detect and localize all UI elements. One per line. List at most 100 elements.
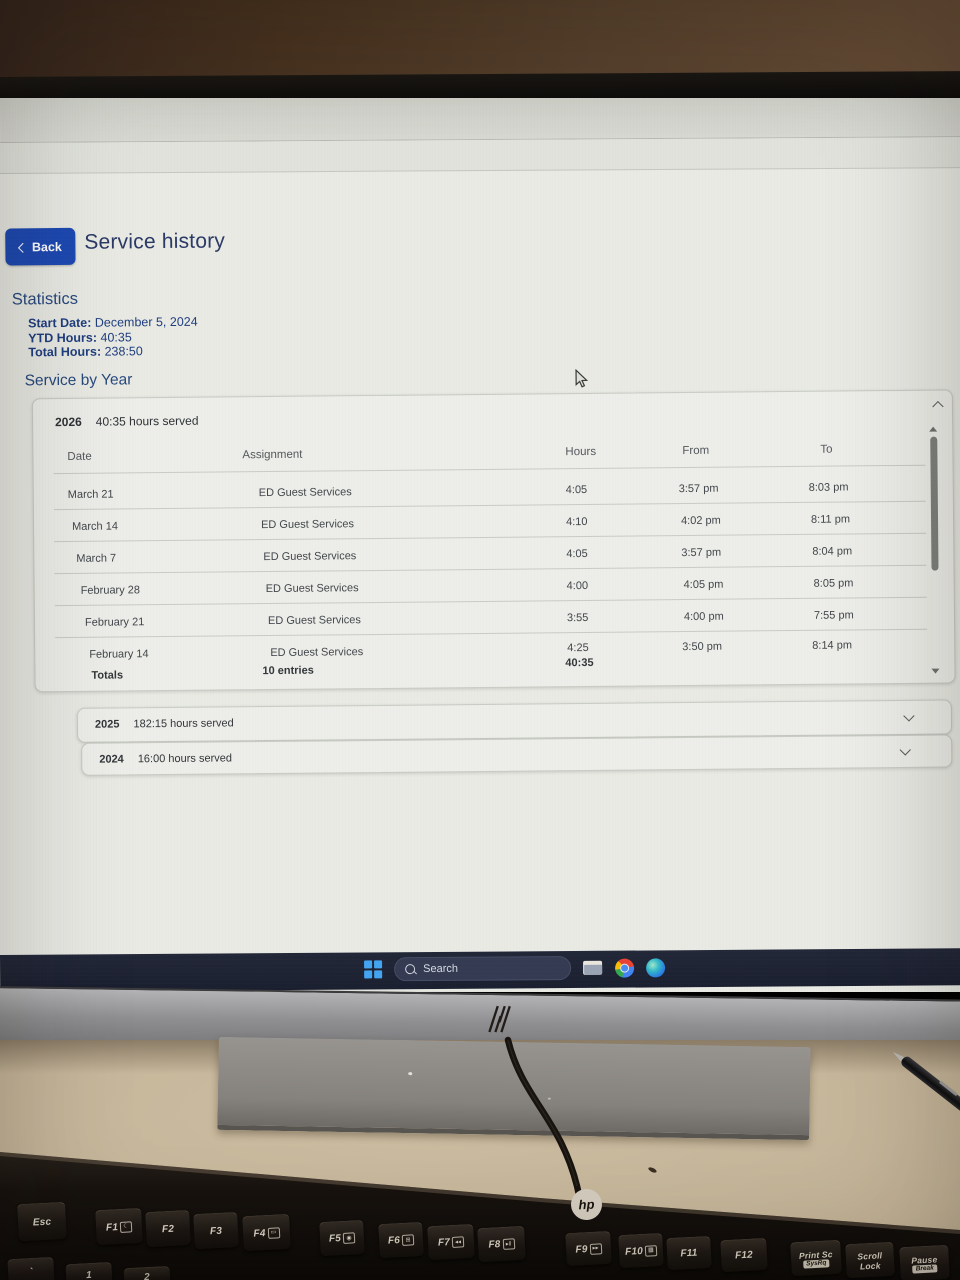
year-2024-panel[interactable]: 2024 16:00 hours served xyxy=(81,734,953,776)
hp-keyboard-logo-text: hp xyxy=(578,1196,595,1213)
cell-from: 4:00 pm xyxy=(683,610,724,624)
hp-logo-icon xyxy=(488,1005,511,1033)
key-label: F7 xyxy=(437,1237,451,1249)
back-button-label: Back xyxy=(31,239,62,254)
cell-date: February 14 xyxy=(89,648,149,661)
cell-date: February 21 xyxy=(84,616,145,629)
cell-hours: 4:00 xyxy=(566,579,589,593)
cell-hours: 4:25 xyxy=(567,641,589,655)
cell-from: 3:57 pm xyxy=(678,482,719,496)
taskbar-search[interactable]: Search xyxy=(394,956,572,982)
row-divider xyxy=(55,628,928,639)
expand-2024-chevron-down-icon[interactable] xyxy=(899,744,911,756)
year-2026-header[interactable]: 2026 40:35 hours served xyxy=(55,414,199,429)
year-2026-summary: 40:35 hours served xyxy=(95,413,199,429)
edge-icon[interactable] xyxy=(646,957,666,977)
stat-total-hours: Total Hours: 238:50 xyxy=(28,344,143,359)
key-esc: Esc xyxy=(17,1201,67,1242)
windows-start-button[interactable] xyxy=(364,960,382,978)
collapse-2026-chevron-up-icon[interactable] xyxy=(932,400,944,413)
table-row: March 14 ED Guest Services 4:10 4:02 pm … xyxy=(33,390,952,532)
display-icon: ▭ xyxy=(267,1226,280,1239)
year-2024-summary: 16:00 hours served xyxy=(137,752,233,766)
folder-front xyxy=(584,964,603,975)
table-row: February 14 ED Guest Services 4:25 3:50 … xyxy=(33,390,952,660)
scroll-down-arrow-icon[interactable] xyxy=(931,668,940,674)
cell-date: March 14 xyxy=(72,520,118,533)
cell-date: March 21 xyxy=(67,488,114,501)
next-track-icon: ▸▸ xyxy=(589,1242,602,1255)
key-pause-break: Pause Break xyxy=(899,1244,950,1280)
mute-icon: ▦ xyxy=(644,1244,658,1257)
stat-start-date-label: Start Date: xyxy=(28,315,92,331)
key-f10: F10 ▦ xyxy=(618,1232,664,1269)
key-label: F2 xyxy=(161,1223,175,1235)
totals-entries: 10 entries xyxy=(262,664,314,678)
year-2024-label: 2024 xyxy=(99,753,124,766)
table-divider xyxy=(53,464,926,475)
year-2026-panel: 2026 40:35 hours served Date Assignment H… xyxy=(31,389,956,693)
key-f2: F2 xyxy=(145,1209,191,1248)
cell-from: 3:50 pm xyxy=(682,640,723,654)
table-totals-row: Totals 10 entries 40:35 xyxy=(33,390,952,682)
cell-hours: 4:05 xyxy=(566,547,588,561)
expand-2025-chevron-down-icon[interactable] xyxy=(903,710,915,722)
file-explorer-icon[interactable] xyxy=(583,960,603,977)
cell-assignment: ED Guest Services xyxy=(267,614,361,628)
key-label: 1 xyxy=(85,1269,93,1280)
stat-ytd-value: 40:35 xyxy=(100,330,132,345)
key-label: F4 xyxy=(253,1227,266,1240)
cell-from: 4:02 pm xyxy=(680,514,721,528)
page-title: Service history xyxy=(84,229,226,254)
key-label: F10 xyxy=(624,1245,644,1258)
stat-start-date: Start Date: December 5, 2024 xyxy=(28,315,198,331)
cell-to: 8:11 pm xyxy=(810,513,851,526)
service-history-page: Back Service history Statistics Start Da… xyxy=(0,98,960,963)
cell-assignment: ED Guest Services xyxy=(263,550,357,564)
column-header-date: Date xyxy=(67,450,92,463)
key-label: F5 xyxy=(328,1233,342,1245)
cell-hours: 3:55 xyxy=(566,611,589,625)
totals-hours: 40:35 xyxy=(565,656,594,670)
record-icon: ◉ xyxy=(342,1232,356,1244)
key-f1: F1 ☾ xyxy=(95,1207,143,1246)
prev-track-icon: ◂◂ xyxy=(451,1236,465,1248)
table-row: February 21 ED Guest Services 3:55 4:00 … xyxy=(33,390,952,628)
table-row: March 7 ED Guest Services 4:05 3:57 pm 8… xyxy=(33,390,952,564)
key-f12: F12 xyxy=(720,1237,768,1273)
column-header-assignment: Assignment xyxy=(242,448,303,462)
key-1: 1 xyxy=(65,1261,113,1280)
key-label: F6 xyxy=(387,1235,401,1247)
backlight-icon: ⊞ xyxy=(401,1234,415,1246)
totals-label: Totals xyxy=(91,669,124,682)
monitor-bottom-bezel xyxy=(0,986,960,1064)
key-f3: F3 xyxy=(193,1211,239,1250)
monitor-screen: Back Service history Statistics Start Da… xyxy=(0,98,960,992)
cell-to: 7:55 pm xyxy=(813,609,854,622)
key-label: 2 xyxy=(143,1271,151,1280)
cell-assignment: ED Guest Services xyxy=(270,646,364,660)
column-header-to: To xyxy=(820,443,833,456)
row-divider xyxy=(54,564,927,575)
scrollbar-thumb[interactable] xyxy=(930,436,939,571)
key-label: F3 xyxy=(209,1225,223,1237)
row-divider xyxy=(54,532,927,543)
key-sublabel: Break xyxy=(912,1263,938,1274)
key-label: ` xyxy=(28,1266,34,1278)
service-by-year-heading: Service by Year xyxy=(24,371,133,390)
stat-total-label: Total Hours: xyxy=(28,344,102,360)
key-label: F1 xyxy=(105,1221,119,1234)
year-2024-header: 2024 16:00 hours served xyxy=(99,752,232,765)
back-button[interactable]: Back xyxy=(5,227,76,266)
cell-date: March 7 xyxy=(76,552,117,565)
scroll-up-arrow-icon[interactable] xyxy=(929,426,938,432)
key-f8: F8 ▸‖ xyxy=(477,1225,526,1263)
windows-taskbar: Search xyxy=(0,948,960,992)
key-f11: F11 xyxy=(666,1235,712,1271)
key-label: F11 xyxy=(680,1247,698,1260)
column-header-from: From xyxy=(682,444,710,458)
key-label: F12 xyxy=(734,1249,754,1262)
chrome-icon[interactable] xyxy=(615,958,635,978)
key-scroll-lock: Scroll Lock xyxy=(845,1241,895,1279)
